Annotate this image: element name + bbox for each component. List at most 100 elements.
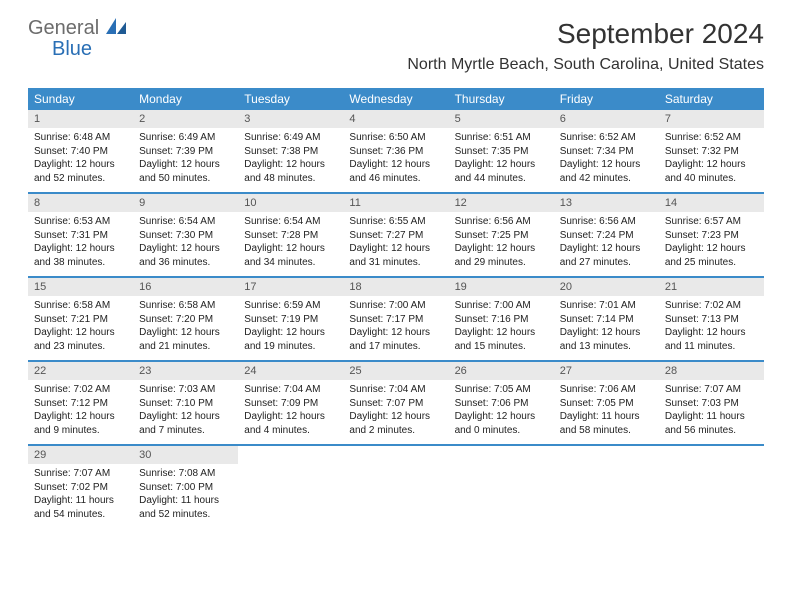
- day-cell: 28Sunrise: 7:07 AMSunset: 7:03 PMDayligh…: [659, 362, 764, 444]
- sunrise-text: Sunrise: 6:54 AM: [244, 215, 337, 229]
- sunset-text: Sunset: 7:09 PM: [244, 397, 337, 411]
- day-body: Sunrise: 6:58 AMSunset: 7:21 PMDaylight:…: [28, 296, 133, 359]
- day-cell: 15Sunrise: 6:58 AMSunset: 7:21 PMDayligh…: [28, 278, 133, 360]
- daylight-text: Daylight: 12 hours and 48 minutes.: [244, 158, 337, 185]
- dow-header-cell: Monday: [133, 88, 238, 110]
- brand-logo: General Blue: [28, 18, 128, 59]
- sunrise-text: Sunrise: 7:04 AM: [244, 383, 337, 397]
- day-cell: 2Sunrise: 6:49 AMSunset: 7:39 PMDaylight…: [133, 110, 238, 192]
- sunrise-text: Sunrise: 6:52 AM: [665, 131, 758, 145]
- day-cell: 16Sunrise: 6:58 AMSunset: 7:20 PMDayligh…: [133, 278, 238, 360]
- day-body: Sunrise: 6:49 AMSunset: 7:38 PMDaylight:…: [238, 128, 343, 191]
- day-cell: 10Sunrise: 6:54 AMSunset: 7:28 PMDayligh…: [238, 194, 343, 276]
- sunrise-text: Sunrise: 6:58 AM: [34, 299, 127, 313]
- sunset-text: Sunset: 7:36 PM: [349, 145, 442, 159]
- week-row: 15Sunrise: 6:58 AMSunset: 7:21 PMDayligh…: [28, 278, 764, 362]
- sunrise-text: Sunrise: 6:59 AM: [244, 299, 337, 313]
- daylight-text: Daylight: 12 hours and 2 minutes.: [349, 410, 442, 437]
- day-number: 16: [133, 278, 238, 296]
- sunrise-text: Sunrise: 6:54 AM: [139, 215, 232, 229]
- day-number: 6: [554, 110, 659, 128]
- day-number: 26: [449, 362, 554, 380]
- daylight-text: Daylight: 12 hours and 0 minutes.: [455, 410, 548, 437]
- daylight-text: Daylight: 12 hours and 7 minutes.: [139, 410, 232, 437]
- day-cell: 29Sunrise: 7:07 AMSunset: 7:02 PMDayligh…: [28, 446, 133, 528]
- day-body: Sunrise: 7:07 AMSunset: 7:03 PMDaylight:…: [659, 380, 764, 443]
- day-number: 23: [133, 362, 238, 380]
- day-number: 21: [659, 278, 764, 296]
- sunrise-text: Sunrise: 7:04 AM: [349, 383, 442, 397]
- day-body: Sunrise: 7:06 AMSunset: 7:05 PMDaylight:…: [554, 380, 659, 443]
- daylight-text: Daylight: 12 hours and 4 minutes.: [244, 410, 337, 437]
- day-body: Sunrise: 6:57 AMSunset: 7:23 PMDaylight:…: [659, 212, 764, 275]
- sunset-text: Sunset: 7:30 PM: [139, 229, 232, 243]
- week-row: 1Sunrise: 6:48 AMSunset: 7:40 PMDaylight…: [28, 110, 764, 194]
- sunrise-text: Sunrise: 7:07 AM: [665, 383, 758, 397]
- day-body: Sunrise: 6:51 AMSunset: 7:35 PMDaylight:…: [449, 128, 554, 191]
- day-cell: 11Sunrise: 6:55 AMSunset: 7:27 PMDayligh…: [343, 194, 448, 276]
- sunset-text: Sunset: 7:38 PM: [244, 145, 337, 159]
- sunrise-text: Sunrise: 7:02 AM: [665, 299, 758, 313]
- sunset-text: Sunset: 7:23 PM: [665, 229, 758, 243]
- day-number: 10: [238, 194, 343, 212]
- day-number: 12: [449, 194, 554, 212]
- dow-header-cell: Thursday: [449, 88, 554, 110]
- week-row: 22Sunrise: 7:02 AMSunset: 7:12 PMDayligh…: [28, 362, 764, 446]
- sail-icon: [106, 18, 128, 41]
- daylight-text: Daylight: 12 hours and 23 minutes.: [34, 326, 127, 353]
- day-cell: 23Sunrise: 7:03 AMSunset: 7:10 PMDayligh…: [133, 362, 238, 444]
- daylight-text: Daylight: 12 hours and 42 minutes.: [560, 158, 653, 185]
- sunset-text: Sunset: 7:24 PM: [560, 229, 653, 243]
- dow-header-cell: Sunday: [28, 88, 133, 110]
- sunset-text: Sunset: 7:19 PM: [244, 313, 337, 327]
- day-cell: 22Sunrise: 7:02 AMSunset: 7:12 PMDayligh…: [28, 362, 133, 444]
- day-number: 17: [238, 278, 343, 296]
- day-cell: 6 Sunrise: 6:52 AMSunset: 7:34 PMDaylight…: [554, 110, 659, 192]
- daylight-text: Daylight: 12 hours and 31 minutes.: [349, 242, 442, 269]
- day-cell: [449, 446, 554, 528]
- sunset-text: Sunset: 7:34 PM: [560, 145, 653, 159]
- day-body: Sunrise: 6:49 AMSunset: 7:39 PMDaylight:…: [133, 128, 238, 191]
- day-number: [238, 446, 343, 452]
- daylight-text: Daylight: 11 hours and 56 minutes.: [665, 410, 758, 437]
- sunset-text: Sunset: 7:07 PM: [349, 397, 442, 411]
- daylight-text: Daylight: 12 hours and 27 minutes.: [560, 242, 653, 269]
- sunrise-text: Sunrise: 6:52 AM: [560, 131, 653, 145]
- day-cell: 3Sunrise: 6:49 AMSunset: 7:38 PMDaylight…: [238, 110, 343, 192]
- title-block: September 2024 North Myrtle Beach, South…: [407, 18, 764, 74]
- day-cell: [238, 446, 343, 528]
- day-cell: 24Sunrise: 7:04 AMSunset: 7:09 PMDayligh…: [238, 362, 343, 444]
- sunset-text: Sunset: 7:06 PM: [455, 397, 548, 411]
- sunrise-text: Sunrise: 7:02 AM: [34, 383, 127, 397]
- dow-header-row: SundayMondayTuesdayWednesdayThursdayFrid…: [28, 88, 764, 110]
- day-body: Sunrise: 7:00 AMSunset: 7:16 PMDaylight:…: [449, 296, 554, 359]
- day-number: 4: [343, 110, 448, 128]
- week-row: 8Sunrise: 6:53 AMSunset: 7:31 PMDaylight…: [28, 194, 764, 278]
- daylight-text: Daylight: 12 hours and 40 minutes.: [665, 158, 758, 185]
- day-number: 13: [554, 194, 659, 212]
- daylight-text: Daylight: 12 hours and 50 minutes.: [139, 158, 232, 185]
- day-cell: 1Sunrise: 6:48 AMSunset: 7:40 PMDaylight…: [28, 110, 133, 192]
- sunrise-text: Sunrise: 6:48 AM: [34, 131, 127, 145]
- day-number: 27: [554, 362, 659, 380]
- daylight-text: Daylight: 11 hours and 58 minutes.: [560, 410, 653, 437]
- brand-word1: General: [28, 17, 99, 39]
- day-number: 5: [449, 110, 554, 128]
- daylight-text: Daylight: 12 hours and 19 minutes.: [244, 326, 337, 353]
- daylight-text: Daylight: 12 hours and 34 minutes.: [244, 242, 337, 269]
- dow-header-cell: Wednesday: [343, 88, 448, 110]
- sunrise-text: Sunrise: 7:08 AM: [139, 467, 232, 481]
- day-body: Sunrise: 6:53 AMSunset: 7:31 PMDaylight:…: [28, 212, 133, 275]
- day-cell: 4Sunrise: 6:50 AMSunset: 7:36 PMDaylight…: [343, 110, 448, 192]
- dow-header-cell: Friday: [554, 88, 659, 110]
- day-cell: 17 Sunrise: 6:59 AMSunset: 7:19 PMDayligh…: [238, 278, 343, 360]
- day-body: Sunrise: 6:58 AMSunset: 7:20 PMDaylight:…: [133, 296, 238, 359]
- day-number: 20: [554, 278, 659, 296]
- sunset-text: Sunset: 7:02 PM: [34, 481, 127, 495]
- day-cell: 7Sunrise: 6:52 AMSunset: 7:32 PMDaylight…: [659, 110, 764, 192]
- day-body: Sunrise: 7:00 AMSunset: 7:17 PMDaylight:…: [343, 296, 448, 359]
- daylight-text: Daylight: 12 hours and 15 minutes.: [455, 326, 548, 353]
- day-body: Sunrise: 7:02 AMSunset: 7:12 PMDaylight:…: [28, 380, 133, 443]
- day-cell: 19Sunrise: 7:00 AMSunset: 7:16 PMDayligh…: [449, 278, 554, 360]
- day-cell: 5Sunrise: 6:51 AMSunset: 7:35 PMDaylight…: [449, 110, 554, 192]
